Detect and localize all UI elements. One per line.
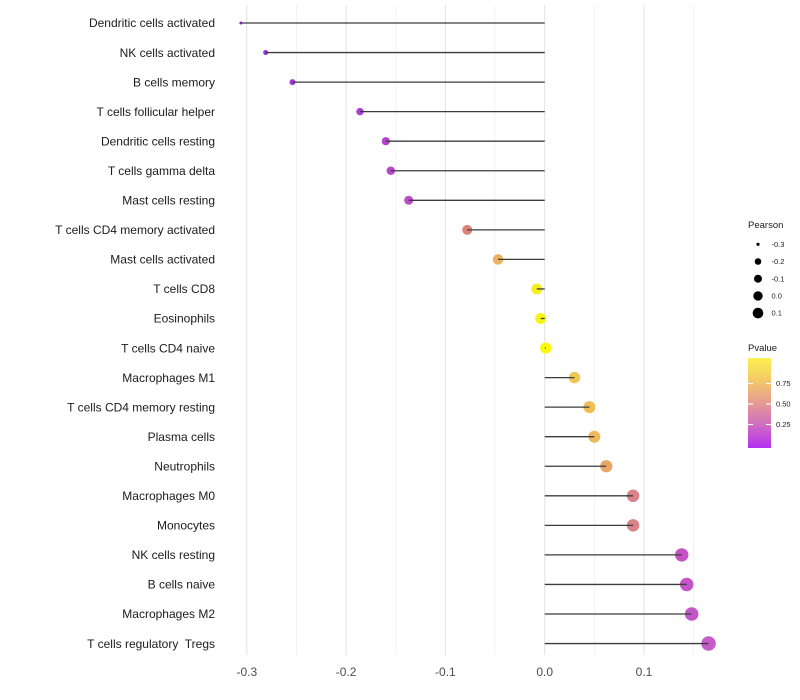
lollipop-row xyxy=(544,636,716,651)
y-axis-label: Neutrophils xyxy=(154,459,215,473)
legend-size-label: -0.1 xyxy=(772,274,785,283)
legend-size-label: 0.1 xyxy=(772,309,782,318)
lollipop-row xyxy=(544,577,694,592)
legend: Pearson -0.3-0.2-0.10.00.1 Pvalue 0.750.… xyxy=(748,220,791,448)
lollipop-row xyxy=(239,21,545,25)
y-axis-label: NK cells activated xyxy=(120,46,215,60)
y-axis-label: T cells gamma delta xyxy=(108,164,215,178)
legend-size-dot xyxy=(753,291,763,301)
y-axis-label: T cells CD4 memory activated xyxy=(55,223,215,237)
x-axis-tick-labels: -0.3 -0.2 -0.1 0.0 0.1 xyxy=(236,665,652,679)
x-tick-label: -0.2 xyxy=(336,665,357,679)
y-axis-label: B cells memory xyxy=(133,75,215,89)
y-axis-label: Macrophages M2 xyxy=(122,607,215,621)
x-tick-label: -0.3 xyxy=(236,665,257,679)
lollipop-row xyxy=(263,50,545,56)
colorbar-label: 0.75 xyxy=(776,379,791,388)
lollipop-row xyxy=(289,79,545,86)
lollipop-row xyxy=(381,137,545,146)
y-axis-labels: Dendritic cells activated NK cells activa… xyxy=(55,16,215,651)
y-axis-label: T cells CD8 xyxy=(153,282,215,296)
lollipop-row xyxy=(535,313,547,324)
lollipop-row xyxy=(540,342,552,354)
y-axis-label: T cells CD4 memory resting xyxy=(67,400,215,414)
lollipop-row xyxy=(544,489,640,503)
y-axis-label: B cells naive xyxy=(148,578,216,592)
colorbar-label: 0.25 xyxy=(776,420,791,429)
lollipop-row xyxy=(544,548,689,562)
gridlines xyxy=(246,5,695,655)
lollipop-row xyxy=(544,519,640,532)
y-axis-label: NK cells resting xyxy=(132,548,215,562)
y-axis-label: T cells regulatory Tregs xyxy=(87,637,215,651)
lollipop-row xyxy=(544,430,601,443)
y-axis-label: Dendritic cells resting xyxy=(101,134,215,148)
legend-size-label: 0.0 xyxy=(772,292,782,301)
lollipop-row xyxy=(404,195,545,205)
y-axis-label: Macrophages M1 xyxy=(122,371,215,385)
legend-size-label: -0.2 xyxy=(772,257,785,266)
legend-size-dot xyxy=(756,242,760,246)
legend-size-dot xyxy=(754,258,762,265)
legend-size-dot xyxy=(754,274,762,283)
y-axis-label: Monocytes xyxy=(157,519,215,533)
y-axis-label: Macrophages M0 xyxy=(122,489,215,503)
lollipop-row xyxy=(462,224,545,235)
y-axis-label: T cells follicular helper xyxy=(97,105,216,119)
y-axis-label: Dendritic cells activated xyxy=(89,16,215,30)
legend-size-dot xyxy=(752,307,764,319)
lollipop-row xyxy=(356,107,545,116)
y-axis-label: Mast cells resting xyxy=(122,194,215,208)
legend-size-label: -0.3 xyxy=(772,240,785,249)
x-tick-label: -0.1 xyxy=(435,665,456,679)
x-tick-label: 0.1 xyxy=(636,665,653,679)
lollipop-row xyxy=(531,283,545,295)
legend-pvalue-title: Pvalue xyxy=(748,343,777,354)
lollipop-row xyxy=(544,607,699,621)
lollipop-row xyxy=(386,166,545,175)
y-axis-label: Eosinophils xyxy=(154,312,215,326)
lollipop-row xyxy=(544,371,581,384)
x-tick-label: 0.0 xyxy=(536,665,553,679)
colorbar-ticks xyxy=(748,382,771,426)
y-axis-label: Mast cells activated xyxy=(110,253,215,267)
y-axis-label: T cells CD4 naive xyxy=(121,341,215,355)
legend-size-entries: -0.3 -0.2 -0.1 0.0 0.1 xyxy=(752,240,785,319)
colorbar-label: 0.50 xyxy=(776,400,791,409)
y-axis-label: Plasma cells xyxy=(148,430,215,444)
lollipop-row xyxy=(544,401,596,414)
lollipop-row xyxy=(544,460,613,473)
legend-pearson-title: Pearson xyxy=(748,220,783,231)
lollipop-row xyxy=(492,254,545,265)
colorbar-labels: 0.75 0.50 0.25 xyxy=(776,379,791,429)
pvalue-colorbar xyxy=(748,358,771,448)
lollipop-rows xyxy=(239,21,716,651)
